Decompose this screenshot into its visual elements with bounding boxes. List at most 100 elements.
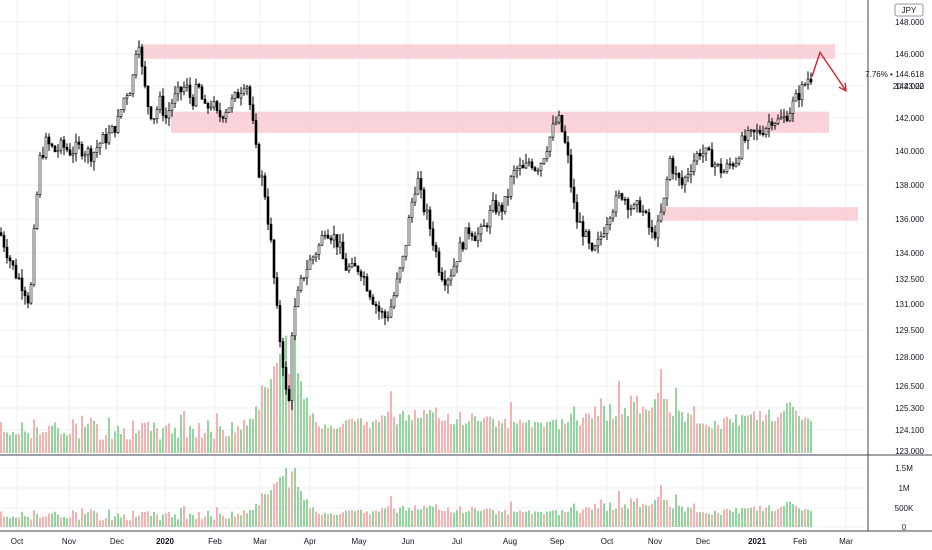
candle-body	[218, 110, 222, 118]
volume-bar	[621, 507, 623, 527]
candle-body	[767, 121, 771, 129]
candle-body	[674, 173, 678, 175]
volume-bar-overlay	[261, 385, 263, 453]
volume-bar-overlay	[273, 366, 275, 453]
candle-body	[155, 109, 159, 119]
volume-bar	[750, 507, 752, 527]
volume-bar-overlay	[324, 424, 326, 453]
volume-bar-overlay	[105, 434, 107, 453]
volume-bar	[516, 512, 518, 527]
price-tick-label: 128.000	[895, 353, 924, 362]
volume-bar	[336, 514, 338, 527]
candle-body	[782, 115, 786, 118]
candle-body	[125, 95, 129, 99]
volume-bar-overlay	[0, 422, 2, 453]
volume-bar	[630, 498, 632, 527]
volume-bar-overlay	[594, 406, 596, 453]
candle-body	[635, 200, 639, 206]
candle-body	[626, 199, 630, 210]
candle-body	[770, 121, 774, 126]
volume-bar	[609, 502, 611, 527]
volume-bar	[498, 510, 500, 527]
volume-bar	[165, 513, 167, 527]
volume-bar	[363, 512, 365, 527]
volume-bar-overlay	[297, 373, 299, 453]
volume-bar	[372, 511, 374, 527]
volume-bar	[747, 508, 749, 527]
volume-bar	[18, 517, 20, 527]
volume-bar-overlay	[219, 426, 221, 453]
upper-resistance-zone	[141, 44, 835, 59]
volume-bar-overlay	[552, 420, 554, 453]
volume-bar	[756, 510, 758, 527]
volume-bar-overlay	[546, 422, 548, 453]
projection-arrow	[811, 50, 847, 93]
candle-body	[479, 225, 483, 235]
candle-body	[200, 86, 204, 100]
volume-bar	[633, 501, 635, 527]
candle-body	[134, 53, 138, 76]
volume-bar-overlay	[777, 417, 779, 453]
candle-body	[332, 234, 336, 241]
candle-body	[737, 157, 741, 164]
candle-body	[545, 151, 549, 160]
volume-bar-overlay	[759, 410, 761, 453]
volume-bar-overlay	[57, 428, 59, 453]
volume-bar-overlay	[414, 409, 416, 453]
candle-body	[644, 210, 648, 213]
volume-bar	[183, 505, 185, 527]
volume-bar-overlay	[705, 424, 707, 453]
price-tick-label: 125.300	[895, 404, 924, 413]
volume-bar-overlay	[588, 414, 590, 453]
candle-body	[284, 367, 288, 390]
volume-bar-overlay	[237, 426, 239, 453]
volume-bar	[405, 510, 407, 527]
volume-bar-overlay	[417, 417, 419, 453]
volume-bar	[114, 516, 116, 527]
candle-body	[116, 116, 120, 133]
candle-body	[527, 161, 531, 164]
volume-bar-overlay	[672, 416, 674, 453]
volume-bar	[639, 507, 641, 527]
volume-bar	[207, 510, 209, 527]
volume-bar	[471, 507, 473, 527]
volume-bar-overlay	[630, 395, 632, 453]
candle-body	[176, 86, 180, 95]
volume-bar	[510, 501, 512, 527]
volume-bar-overlay	[135, 433, 137, 453]
price-tick-label: 132.500	[895, 275, 924, 284]
volume-bar-overlay	[339, 427, 341, 453]
candle-body	[659, 211, 663, 222]
volume-bar-overlay	[348, 419, 350, 453]
volume-bar	[84, 513, 86, 527]
volume-bar-overlay	[93, 420, 95, 453]
candle-body	[497, 204, 501, 213]
volume-bar-overlay	[192, 428, 194, 453]
candle-body	[281, 341, 285, 368]
volume-bar-overlay	[375, 419, 377, 453]
candle-body	[695, 153, 699, 162]
candle-body	[83, 154, 87, 157]
volume-bar-overlay	[321, 428, 323, 453]
volume-bar	[681, 506, 683, 527]
volume-bar	[519, 510, 521, 527]
volume-bar-overlay	[444, 420, 446, 453]
candle-body	[185, 84, 189, 88]
volume-bar	[768, 505, 770, 527]
candle-body	[515, 168, 519, 171]
candle-body	[794, 93, 798, 102]
volume-bar	[192, 514, 194, 527]
volume-bar	[513, 511, 515, 527]
candle-body	[662, 197, 666, 213]
candle-body	[221, 116, 225, 119]
volume-bar	[27, 516, 29, 527]
candle-body	[698, 153, 702, 157]
volume-bar-overlay	[279, 353, 281, 453]
volume-bar-overlay	[729, 418, 731, 453]
volume-bar	[366, 511, 368, 527]
volume-bar	[396, 512, 398, 527]
volume-bar-overlay	[624, 407, 626, 453]
volume-bar	[810, 510, 812, 527]
volume-bar-overlay	[195, 437, 197, 453]
